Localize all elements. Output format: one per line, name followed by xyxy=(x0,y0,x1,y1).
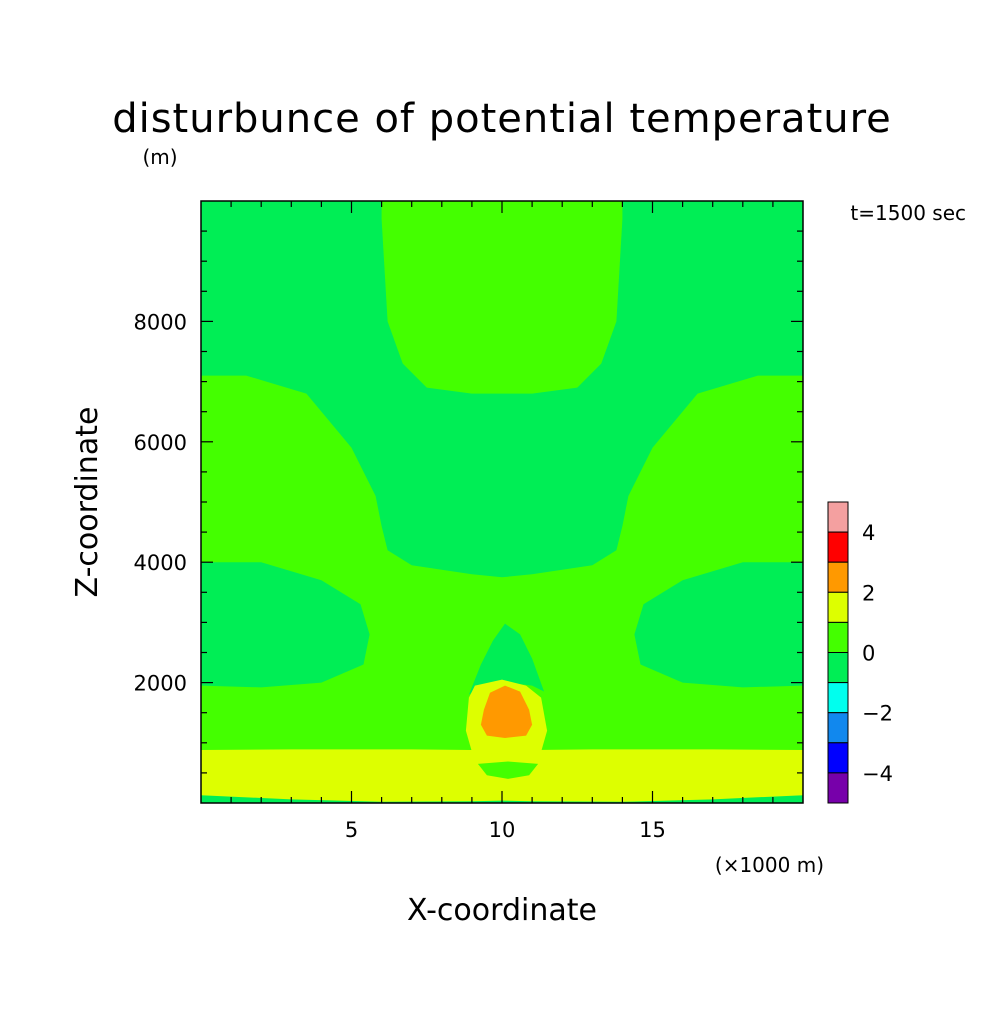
contour-region-4 xyxy=(201,562,370,688)
contour-region-5 xyxy=(634,562,803,688)
colorbar-swatch-4 xyxy=(827,621,849,654)
x-tick-label: 5 xyxy=(345,818,358,842)
colorbar-swatch-7 xyxy=(827,712,849,744)
y-axis-ticks: 2000 4000 6000 8000 xyxy=(134,230,803,774)
colorbar-swatch-1 xyxy=(827,531,849,563)
contour-region-3 xyxy=(477,761,539,779)
y-tick-label: 4000 xyxy=(134,551,187,575)
colorbar-tick-label: 2 xyxy=(862,581,875,605)
x-axis-ticks: 5 10 15 xyxy=(230,201,774,842)
colorbar-swatch-2 xyxy=(827,561,849,593)
chart-subtitle: (m) xyxy=(142,145,177,169)
time-label: t=1500 sec xyxy=(850,201,966,225)
colorbar: 4 2 0 −2 −4 xyxy=(827,501,893,804)
x-tick-label: 15 xyxy=(639,818,666,842)
colorbar-swatch-9 xyxy=(827,772,849,804)
y-tick-label: 8000 xyxy=(134,310,187,334)
colorbar-tick-label: −4 xyxy=(862,762,893,786)
colorbar-tick-label: −2 xyxy=(862,702,893,726)
colorbar-swatch-6 xyxy=(827,682,849,714)
colorbar-swatch-3 xyxy=(827,591,849,623)
contour-region-10 xyxy=(480,685,533,738)
contour-region-8 xyxy=(468,623,545,695)
y-axis-label: Z-coordinate xyxy=(70,407,105,598)
colorbar-swatch-0 xyxy=(827,501,849,533)
colorbar-tick-label: 4 xyxy=(862,521,875,545)
y-tick-label: 6000 xyxy=(134,431,187,455)
colorbar-swatch-5 xyxy=(827,652,849,684)
contour-region-7 xyxy=(381,201,623,394)
contour-regions xyxy=(201,201,803,803)
chart-title: disturbunce of potential temperature xyxy=(112,96,892,142)
plot-area xyxy=(200,200,804,804)
colorbar-tick-label: 0 xyxy=(862,642,875,666)
x-axis-label: X-coordinate xyxy=(407,893,597,928)
x-unit-label: (×1000 m) xyxy=(715,853,824,877)
x-tick-label: 10 xyxy=(489,818,516,842)
colorbar-swatch-8 xyxy=(827,742,849,774)
y-tick-label: 2000 xyxy=(134,672,187,696)
